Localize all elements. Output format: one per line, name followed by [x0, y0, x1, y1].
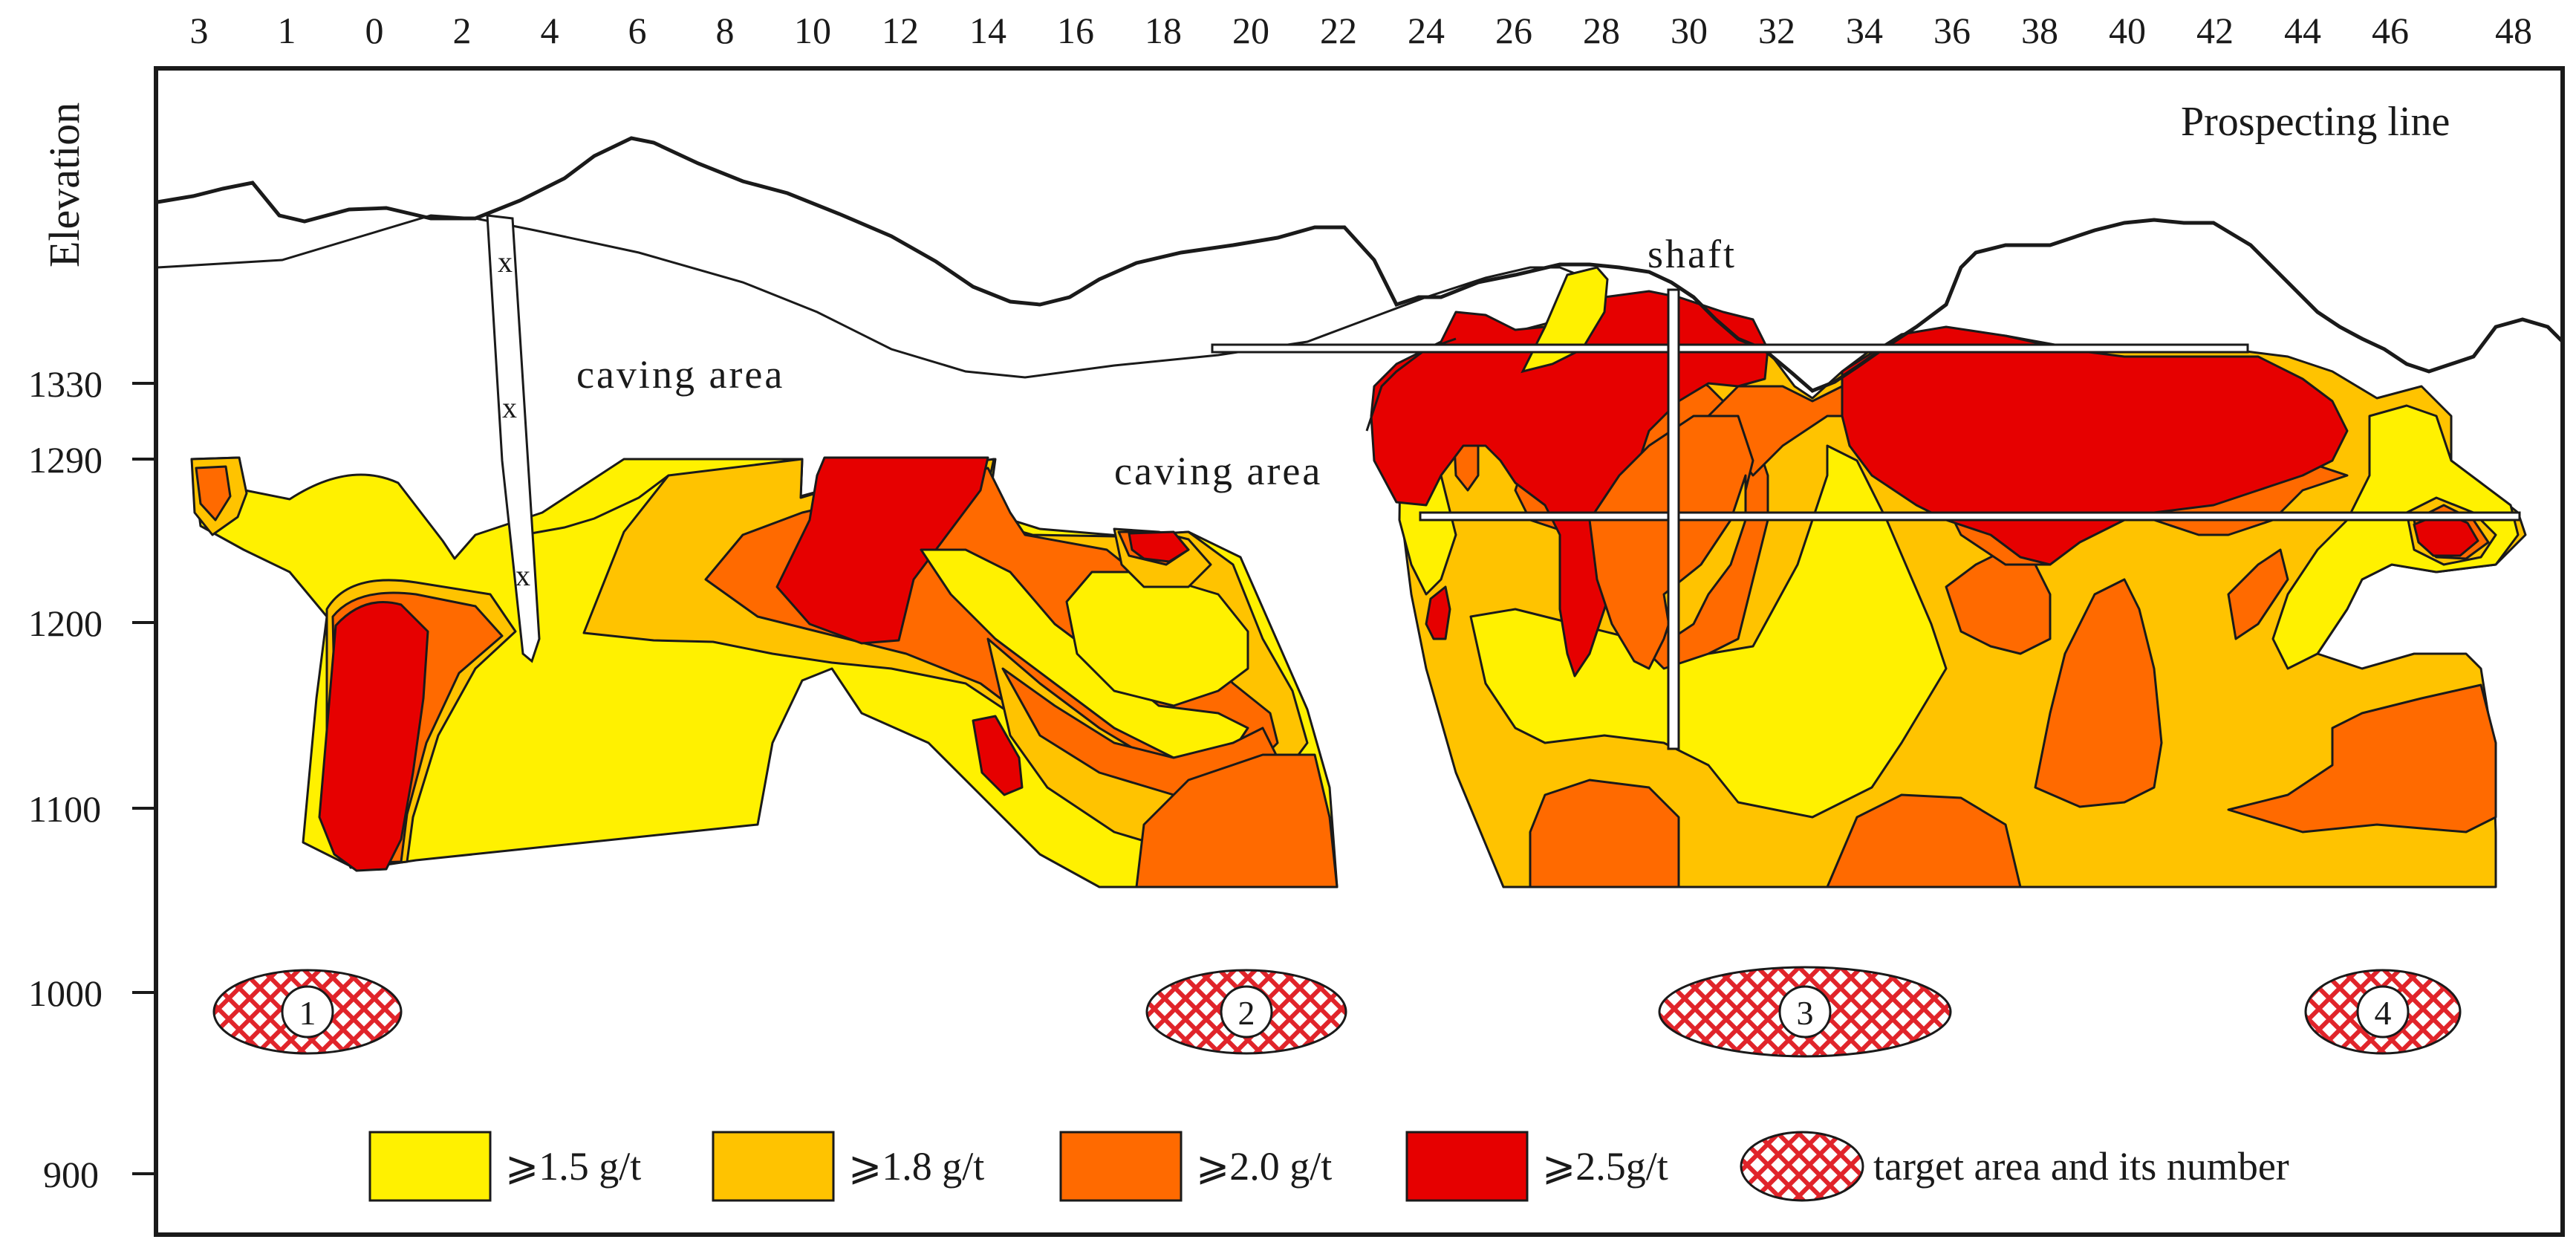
target-number: 1: [299, 994, 316, 1032]
cross-mark: x: [515, 559, 530, 592]
elevation-tick-900: 900: [43, 1154, 99, 1195]
section-frame: [154, 66, 2565, 1237]
prospecting-line-tick: 34: [1846, 10, 1883, 51]
target-area-1: 1: [212, 969, 403, 1055]
legend-label-1-5: ⩾1.5 g/t: [505, 1144, 641, 1189]
legend-target-swatch: [1740, 1131, 1864, 1202]
target-number: 2: [1238, 994, 1255, 1032]
prospecting-line-tick: 38: [2021, 10, 2058, 51]
target-area-3: 3: [1658, 966, 1952, 1058]
prospecting-line-tick: 24: [1408, 10, 1445, 51]
prospecting-line-tick: 1: [278, 10, 296, 51]
prospecting-line-tick: 3: [190, 10, 209, 51]
ore-body-left: [190, 456, 1339, 888]
prospecting-line-tick: 14: [969, 10, 1006, 51]
elevation-axis: 1330 1290 1200 1100 1000 900 Elevation: [28, 103, 156, 1195]
elevation-tick-1000: 1000: [28, 972, 103, 1014]
caving-area-label: caving area: [576, 352, 784, 397]
legend-label-2-0: ⩾2.0 g/t: [1196, 1144, 1332, 1189]
drill-tube: x x x: [486, 214, 541, 663]
cross-mark: x: [502, 391, 517, 424]
prospecting-line-tick: 16: [1057, 10, 1094, 51]
elevation-tick-1330: 1330: [28, 363, 103, 405]
prospecting-line-tick: 0: [365, 10, 384, 51]
prospecting-line-tick: 44: [2284, 10, 2321, 51]
prospecting-line-tick: 48: [2495, 10, 2532, 51]
prospecting-line-tick: 28: [1583, 10, 1620, 51]
prospecting-line-ticks: 3 1 0 2 4 6 8 10 12 14 16 18 20 22 24 26 28 30 32 34 36 38 40 4…: [190, 10, 2533, 51]
prospecting-line-label: Prospecting line: [2181, 99, 2450, 145]
prospecting-line-tick: 20: [1232, 10, 1269, 51]
elevation-tick-1200: 1200: [28, 602, 103, 644]
prospecting-line-tick: 18: [1145, 10, 1182, 51]
cross-mark: x: [498, 245, 513, 279]
legend-label-1-8: ⩾1.8 g/t: [848, 1144, 984, 1189]
legend-swatch-1-8: [712, 1131, 835, 1202]
legend-swatch-2-5: [1405, 1131, 1529, 1202]
prospecting-line-tick: 36: [1933, 10, 1971, 51]
prospecting-line-tick: 6: [628, 10, 647, 51]
prospecting-line-tick: 40: [2109, 10, 2146, 51]
legend-swatch-2-0: [1059, 1131, 1183, 1202]
legend-swatch-1-5: [368, 1131, 492, 1202]
prospecting-line-tick: 10: [794, 10, 831, 51]
legend-label-2-5: ⩾2.5g/t: [1542, 1144, 1668, 1189]
elevation-axis-label: Elevation: [40, 103, 88, 267]
prospecting-line-tick: 22: [1320, 10, 1357, 51]
caving-area-label: caving area: [1114, 449, 1322, 493]
prospecting-line-tick: 8: [716, 10, 735, 51]
prospecting-line-tick: 12: [882, 10, 919, 51]
prospecting-line-tick: 26: [1495, 10, 1532, 51]
prospecting-line-tick: 46: [2372, 10, 2409, 51]
prospecting-line-tick: 2: [453, 10, 472, 51]
mine-workings: [1211, 266, 2521, 750]
elevation-tick-1290: 1290: [28, 439, 103, 481]
elevation-tick-1100: 1100: [28, 788, 101, 830]
target-areas: 1 2 3 4: [212, 966, 2462, 1058]
target-number: 3: [1797, 994, 1814, 1032]
shaft-label: shaft: [1648, 232, 1737, 276]
target-area-4: 4: [2304, 969, 2462, 1055]
target-area-2: 2: [1145, 969, 1347, 1055]
target-number: 4: [2375, 994, 2392, 1032]
ore-body-right: [1370, 290, 2527, 888]
legend: ⩾1.5 g/t ⩾1.8 g/t ⩾2.0 g/t ⩾2.5g/t targe…: [368, 1131, 2289, 1202]
prospecting-line-tick: 32: [1758, 10, 1795, 51]
prospecting-line-tick: 30: [1671, 10, 1708, 51]
prospecting-line-tick: 42: [2196, 10, 2234, 51]
legend-target-label: target area and its number: [1873, 1144, 2289, 1189]
prospecting-line-tick: 4: [541, 10, 559, 51]
